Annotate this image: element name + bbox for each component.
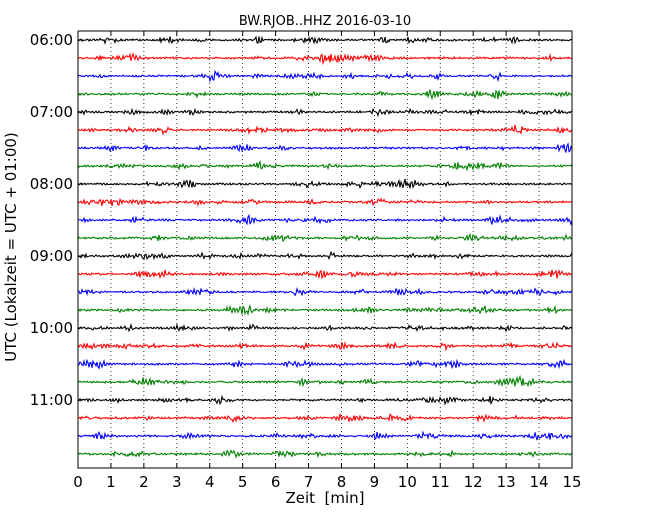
- x-tick-label: 13: [497, 473, 516, 491]
- x-tick-label: 8: [337, 473, 347, 491]
- seismogram-trace: [77, 160, 573, 172]
- x-tick-label: 4: [205, 473, 215, 491]
- seismogram-trace: [77, 374, 573, 388]
- y-tick-label: 07:00: [30, 103, 73, 121]
- seismogram-trace: [77, 269, 573, 280]
- y-tick-label: 08:00: [30, 175, 73, 193]
- x-tick-label: 6: [271, 473, 281, 491]
- x-tick-label: 0: [73, 473, 83, 491]
- seismogram-trace: [77, 89, 573, 101]
- x-tick-label: 9: [370, 473, 380, 491]
- seismogram-trace: [77, 250, 573, 261]
- x-tick-label: 5: [238, 473, 248, 491]
- seismogram-trace: [77, 142, 573, 154]
- x-tick-label: 15: [562, 473, 581, 491]
- x-gridlines: [110, 31, 540, 468]
- seismogram-trace: [77, 52, 573, 66]
- y-ticks: 06:00 07:00 08:00 09:00 10:00 11:00: [30, 31, 83, 409]
- seismogram-trace: [77, 413, 573, 424]
- seismogram-trace: [77, 107, 573, 118]
- x-tick-label: 3: [172, 473, 182, 491]
- x-ticks: 0 1 2 3 4 5 6 7 8 9 10 11 12 13 14 15: [73, 31, 582, 491]
- seismogram-trace: [77, 178, 573, 190]
- seismogram-trace: [77, 394, 573, 406]
- x-tick-label: 14: [530, 473, 549, 491]
- seismogram-trace: [77, 449, 573, 459]
- seismogram-trace: [77, 430, 573, 441]
- y-axis-label: UTC (Lokalzeit = UTC + 01:00): [2, 132, 20, 362]
- y-tick-label: 09:00: [30, 247, 73, 265]
- seismogram-trace: [77, 286, 573, 297]
- x-tick-label: 12: [464, 473, 483, 491]
- y-tick-label: 10:00: [30, 319, 73, 337]
- plot-frame: [77, 30, 573, 469]
- seismogram-trace: [77, 358, 573, 370]
- seismogram-trace: [77, 124, 573, 136]
- x-tick-label: 2: [139, 473, 149, 491]
- x-tick-label: 1: [106, 473, 116, 491]
- seismogram-trace: [77, 213, 573, 226]
- seismogram-trace: [77, 197, 573, 207]
- x-tick-label: 11: [431, 473, 450, 491]
- seismogram-trace: [77, 35, 573, 45]
- y-tick-label: 06:00: [30, 31, 73, 49]
- x-axis-label: Zeit [min]: [285, 489, 364, 507]
- seismogram-trace: [77, 322, 573, 333]
- x-tick-label: 10: [398, 473, 417, 491]
- chart-title: BW.RJOB..HHZ 2016-03-10: [239, 14, 411, 29]
- seismogram-trace: [77, 303, 573, 316]
- seismogram-trace: [77, 232, 573, 243]
- plot-area: 0 1 2 3 4 5 6 7 8 9 10 11 12 13 14 15 06:0007:0008:0009…: [30, 30, 582, 491]
- x-tick-label: 7: [304, 473, 314, 491]
- seismogram-traces: [77, 35, 573, 459]
- seismogram-trace: [77, 69, 573, 83]
- seismogram-trace: [77, 341, 573, 352]
- y-tick-label: 11:00: [30, 391, 73, 409]
